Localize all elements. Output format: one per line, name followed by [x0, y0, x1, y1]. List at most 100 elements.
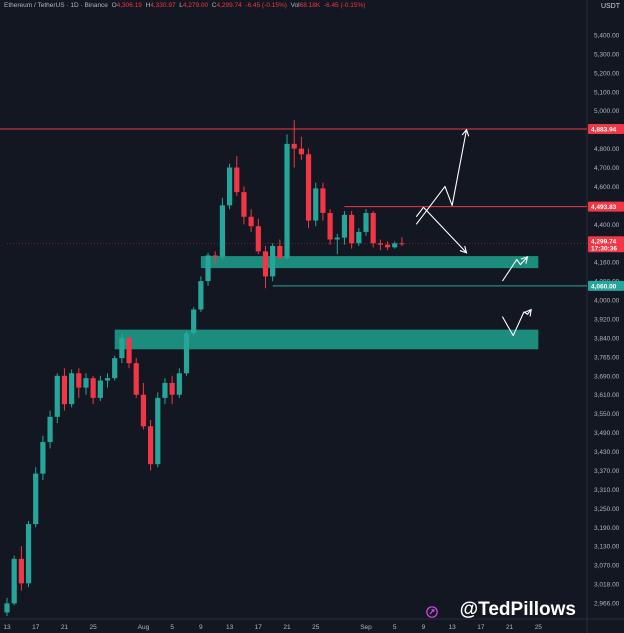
- support-zone: [114, 329, 539, 350]
- candle-body: [76, 373, 82, 388]
- candle-body: [262, 251, 269, 277]
- x-tick-label: 17: [255, 624, 263, 631]
- support-zone: [200, 256, 539, 269]
- open-label: O: [111, 2, 117, 9]
- candle-countdown: 17:30:36: [591, 245, 617, 252]
- y-tick-label: 3,920.00: [594, 317, 620, 324]
- candle-body: [384, 244, 391, 248]
- x-tick-label: 17: [477, 624, 485, 631]
- candle-body: [97, 380, 103, 398]
- current-price-label: 4,299.74: [591, 238, 617, 245]
- candle-body: [176, 373, 182, 395]
- candle-body: [162, 382, 168, 398]
- candle-body: [284, 143, 290, 259]
- y-tick-label: 3,550.00: [594, 411, 620, 418]
- candle-body: [241, 192, 247, 217]
- candle-body: [148, 426, 154, 465]
- candle-body: [291, 143, 297, 149]
- x-tick-label: 17: [32, 624, 40, 631]
- y-tick-label: 4,160.00: [594, 260, 620, 267]
- y-tick-label: 3,765.00: [594, 354, 620, 361]
- y-tick-label: 3,840.00: [594, 335, 620, 342]
- y-tick-label: 3,130.00: [594, 544, 620, 551]
- candle-body: [198, 281, 204, 310]
- watermark-handle: @TedPillows: [459, 599, 576, 620]
- candle-body: [11, 558, 17, 604]
- x-tick-label: 5: [393, 624, 397, 631]
- candle-body: [234, 167, 240, 193]
- candle-body: [313, 188, 319, 221]
- y-tick-label: 4,600.00: [594, 184, 620, 191]
- y-tick-label: 3,018.00: [594, 582, 620, 589]
- projection-path: [501, 309, 532, 337]
- y-tick-label: 3,070.00: [594, 563, 620, 570]
- candle-body: [90, 378, 96, 398]
- symbol-name[interactable]: Ethereum / TetherUS · 1D · Binance: [4, 2, 108, 9]
- candle-body: [83, 378, 89, 388]
- candle-body: [126, 337, 132, 364]
- candle-body: [320, 188, 326, 213]
- candle-body: [305, 154, 312, 221]
- x-tick-label: 13: [226, 624, 234, 631]
- candle-body: [191, 309, 197, 334]
- candle-body: [54, 375, 60, 417]
- x-tick-label: 25: [312, 624, 320, 631]
- projection-path: [415, 129, 468, 225]
- currency-unit[interactable]: USDT: [600, 3, 620, 10]
- x-tick-label: Sep: [360, 624, 372, 631]
- candle-body: [349, 214, 355, 244]
- y-tick-label: 4,700.00: [594, 165, 620, 172]
- close-label: C: [211, 2, 217, 9]
- x-tick-label: 13: [3, 624, 11, 631]
- candle-body: [33, 473, 39, 525]
- y-tick-label: 3,490.00: [594, 430, 620, 437]
- candle-body: [169, 382, 175, 395]
- candle-body: [341, 214, 348, 238]
- candle-body: [219, 205, 225, 257]
- volume-change: -6.45 (-0.15%): [323, 2, 366, 9]
- low-value: 4,279.00: [182, 2, 209, 9]
- candle-body: [119, 337, 125, 359]
- high-label: H: [145, 2, 151, 9]
- y-tick-label: 3,690.00: [594, 373, 620, 380]
- candle-body: [399, 243, 405, 245]
- high-value: 4,330.97: [150, 2, 176, 9]
- y-tick-label: 5,400.00: [594, 33, 620, 40]
- y-tick-label: 4,400.00: [594, 222, 620, 229]
- x-tick-label: 9: [199, 624, 203, 631]
- price-tag: [588, 124, 624, 135]
- open-value: 4,306.19: [116, 2, 142, 9]
- projection-path: [415, 206, 467, 254]
- tradingview-logo-icon: [426, 606, 438, 618]
- price-tag-label: 4,883.94: [591, 127, 617, 134]
- y-tick-label: 3,310.00: [594, 487, 620, 494]
- price-tag-label: 4,060.00: [591, 283, 617, 290]
- x-tick-label: 13: [449, 624, 457, 631]
- y-tick-label: 3,370.00: [594, 468, 620, 475]
- candle-body: [248, 216, 254, 227]
- candle-body: [270, 245, 276, 277]
- projection-path: [501, 256, 528, 282]
- y-tick-label: 3,610.00: [594, 392, 620, 399]
- projection-arrowhead: [459, 245, 468, 254]
- x-tick-label: 21: [506, 624, 514, 631]
- price-tag-label: 4,493.83: [591, 204, 617, 211]
- candle-body: [104, 378, 111, 381]
- candle-body: [363, 212, 369, 232]
- candle-body: [205, 255, 211, 282]
- candle-body: [112, 358, 118, 379]
- x-tick-label: 25: [535, 624, 543, 631]
- y-tick-label: 5,200.00: [594, 70, 620, 77]
- y-tick-label: 3,250.00: [594, 506, 620, 513]
- x-tick-label: Aug: [138, 624, 150, 631]
- symbol-header: Ethereum / TetherUS · 1D · Binance O4,30…: [4, 2, 365, 9]
- candle-body: [392, 243, 398, 248]
- candle-body: [255, 226, 261, 252]
- projection-arrowhead: [461, 128, 470, 137]
- x-tick-label: 21: [283, 624, 291, 631]
- candle-body: [298, 148, 304, 155]
- y-tick-label: 3,430.00: [594, 449, 620, 456]
- candle-body: [40, 442, 46, 474]
